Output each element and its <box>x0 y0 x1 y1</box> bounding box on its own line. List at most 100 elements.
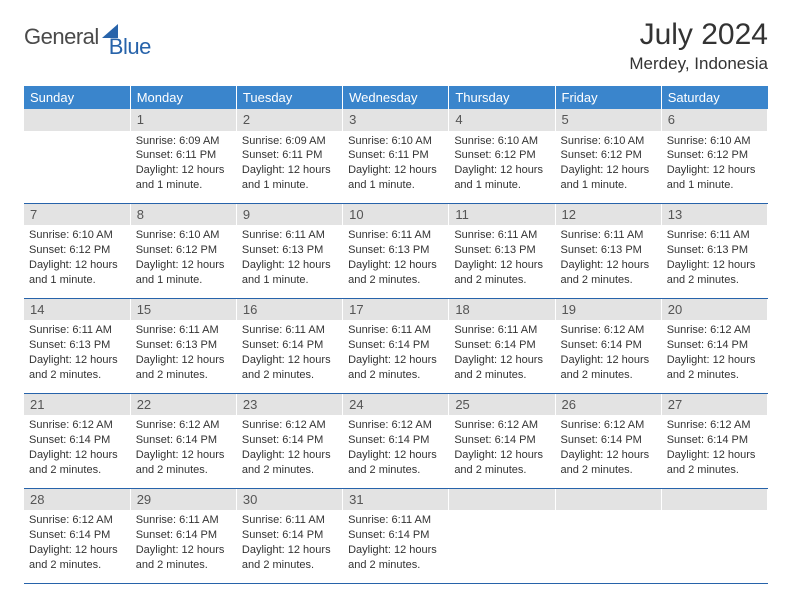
calendar-cell <box>555 488 661 583</box>
day-number: 21 <box>24 394 130 416</box>
sunrise-text: Sunrise: 6:11 AM <box>242 228 337 243</box>
calendar-cell <box>661 488 767 583</box>
sunset-text: Sunset: 6:12 PM <box>136 243 231 258</box>
day-number: 24 <box>343 394 448 416</box>
sunset-text: Sunset: 6:13 PM <box>561 243 656 258</box>
sunset-text: Sunset: 6:14 PM <box>348 433 443 448</box>
sunrise-text: Sunrise: 6:12 AM <box>242 418 337 433</box>
day-number-blank <box>556 489 661 511</box>
day-number: 7 <box>24 204 130 226</box>
day-number: 28 <box>24 489 130 511</box>
day-number: 14 <box>24 299 130 321</box>
sunrise-text: Sunrise: 6:12 AM <box>454 418 549 433</box>
day-body: Sunrise: 6:11 AMSunset: 6:13 PMDaylight:… <box>131 320 236 392</box>
calendar-week: 1Sunrise: 6:09 AMSunset: 6:11 PMDaylight… <box>24 109 768 203</box>
calendar-body: 1Sunrise: 6:09 AMSunset: 6:11 PMDaylight… <box>24 109 768 583</box>
calendar-cell: 22Sunrise: 6:12 AMSunset: 6:14 PMDayligh… <box>130 393 236 488</box>
daylight-text: Daylight: 12 hours and 2 minutes. <box>136 448 231 478</box>
day-number: 22 <box>131 394 236 416</box>
daylight-text: Daylight: 12 hours and 2 minutes. <box>561 353 656 383</box>
calendar-cell: 3Sunrise: 6:10 AMSunset: 6:11 PMDaylight… <box>343 109 449 203</box>
day-body: Sunrise: 6:12 AMSunset: 6:14 PMDaylight:… <box>662 320 767 392</box>
daylight-text: Daylight: 12 hours and 2 minutes. <box>242 543 337 573</box>
sunset-text: Sunset: 6:14 PM <box>348 338 443 353</box>
sunset-text: Sunset: 6:14 PM <box>29 528 125 543</box>
day-number: 17 <box>343 299 448 321</box>
day-body-blank <box>556 510 661 582</box>
daylight-text: Daylight: 12 hours and 1 minute. <box>242 163 337 193</box>
calendar-head: SundayMondayTuesdayWednesdayThursdayFrid… <box>24 86 768 109</box>
sunset-text: Sunset: 6:13 PM <box>667 243 762 258</box>
calendar-week: 21Sunrise: 6:12 AMSunset: 6:14 PMDayligh… <box>24 393 768 488</box>
day-number: 2 <box>237 109 342 131</box>
calendar-cell: 24Sunrise: 6:12 AMSunset: 6:14 PMDayligh… <box>343 393 449 488</box>
weekday-header: Friday <box>555 86 661 109</box>
calendar-cell <box>24 109 130 203</box>
sunrise-text: Sunrise: 6:09 AM <box>242 134 337 149</box>
calendar-cell: 12Sunrise: 6:11 AMSunset: 6:13 PMDayligh… <box>555 203 661 298</box>
sunrise-text: Sunrise: 6:09 AM <box>136 134 231 149</box>
daylight-text: Daylight: 12 hours and 1 minute. <box>667 163 762 193</box>
day-number: 20 <box>662 299 767 321</box>
sunset-text: Sunset: 6:12 PM <box>667 148 762 163</box>
day-number: 31 <box>343 489 448 511</box>
calendar-cell: 20Sunrise: 6:12 AMSunset: 6:14 PMDayligh… <box>661 298 767 393</box>
day-body: Sunrise: 6:11 AMSunset: 6:14 PMDaylight:… <box>343 510 448 582</box>
day-body: Sunrise: 6:11 AMSunset: 6:14 PMDaylight:… <box>131 510 236 582</box>
day-number: 27 <box>662 394 767 416</box>
daylight-text: Daylight: 12 hours and 2 minutes. <box>348 258 443 288</box>
sunrise-text: Sunrise: 6:11 AM <box>29 323 125 338</box>
day-number: 16 <box>237 299 342 321</box>
day-body: Sunrise: 6:11 AMSunset: 6:13 PMDaylight:… <box>343 225 448 297</box>
sunset-text: Sunset: 6:13 PM <box>348 243 443 258</box>
daylight-text: Daylight: 12 hours and 2 minutes. <box>454 448 549 478</box>
sunset-text: Sunset: 6:11 PM <box>348 148 443 163</box>
day-number: 30 <box>237 489 342 511</box>
month-title: July 2024 <box>629 18 768 52</box>
sunrise-text: Sunrise: 6:12 AM <box>561 323 656 338</box>
sunrise-text: Sunrise: 6:11 AM <box>667 228 762 243</box>
daylight-text: Daylight: 12 hours and 2 minutes. <box>136 353 231 383</box>
calendar-cell: 18Sunrise: 6:11 AMSunset: 6:14 PMDayligh… <box>449 298 555 393</box>
calendar-cell: 9Sunrise: 6:11 AMSunset: 6:13 PMDaylight… <box>236 203 342 298</box>
day-body: Sunrise: 6:09 AMSunset: 6:11 PMDaylight:… <box>237 131 342 203</box>
sunset-text: Sunset: 6:14 PM <box>242 433 337 448</box>
daylight-text: Daylight: 12 hours and 1 minute. <box>29 258 125 288</box>
calendar-cell: 19Sunrise: 6:12 AMSunset: 6:14 PMDayligh… <box>555 298 661 393</box>
sunset-text: Sunset: 6:14 PM <box>454 433 549 448</box>
sunrise-text: Sunrise: 6:11 AM <box>348 323 443 338</box>
daylight-text: Daylight: 12 hours and 1 minute. <box>136 163 231 193</box>
calendar-cell: 31Sunrise: 6:11 AMSunset: 6:14 PMDayligh… <box>343 488 449 583</box>
daylight-text: Daylight: 12 hours and 2 minutes. <box>667 258 762 288</box>
day-body: Sunrise: 6:12 AMSunset: 6:14 PMDaylight:… <box>449 415 554 487</box>
day-body: Sunrise: 6:12 AMSunset: 6:14 PMDaylight:… <box>131 415 236 487</box>
day-body: Sunrise: 6:10 AMSunset: 6:12 PMDaylight:… <box>662 131 767 203</box>
daylight-text: Daylight: 12 hours and 2 minutes. <box>348 543 443 573</box>
calendar-cell: 10Sunrise: 6:11 AMSunset: 6:13 PMDayligh… <box>343 203 449 298</box>
sunrise-text: Sunrise: 6:11 AM <box>242 323 337 338</box>
day-number: 26 <box>556 394 661 416</box>
title-block: July 2024 Merdey, Indonesia <box>629 18 768 74</box>
day-number: 5 <box>556 109 661 131</box>
sunset-text: Sunset: 6:14 PM <box>242 338 337 353</box>
sunset-text: Sunset: 6:14 PM <box>136 433 231 448</box>
sunset-text: Sunset: 6:14 PM <box>242 528 337 543</box>
daylight-text: Daylight: 12 hours and 1 minute. <box>561 163 656 193</box>
calendar-cell: 13Sunrise: 6:11 AMSunset: 6:13 PMDayligh… <box>661 203 767 298</box>
day-number: 4 <box>449 109 554 131</box>
day-body: Sunrise: 6:12 AMSunset: 6:14 PMDaylight:… <box>237 415 342 487</box>
day-body: Sunrise: 6:12 AMSunset: 6:14 PMDaylight:… <box>24 415 130 487</box>
calendar-cell: 29Sunrise: 6:11 AMSunset: 6:14 PMDayligh… <box>130 488 236 583</box>
day-number: 10 <box>343 204 448 226</box>
daylight-text: Daylight: 12 hours and 1 minute. <box>242 258 337 288</box>
location: Merdey, Indonesia <box>629 54 768 74</box>
day-body: Sunrise: 6:11 AMSunset: 6:13 PMDaylight:… <box>556 225 661 297</box>
daylight-text: Daylight: 12 hours and 2 minutes. <box>29 448 125 478</box>
sunset-text: Sunset: 6:11 PM <box>242 148 337 163</box>
day-number: 9 <box>237 204 342 226</box>
day-body: Sunrise: 6:10 AMSunset: 6:12 PMDaylight:… <box>556 131 661 203</box>
daylight-text: Daylight: 12 hours and 2 minutes. <box>454 258 549 288</box>
daylight-text: Daylight: 12 hours and 2 minutes. <box>136 543 231 573</box>
sunset-text: Sunset: 6:14 PM <box>29 433 125 448</box>
calendar-table: SundayMondayTuesdayWednesdayThursdayFrid… <box>24 86 768 584</box>
